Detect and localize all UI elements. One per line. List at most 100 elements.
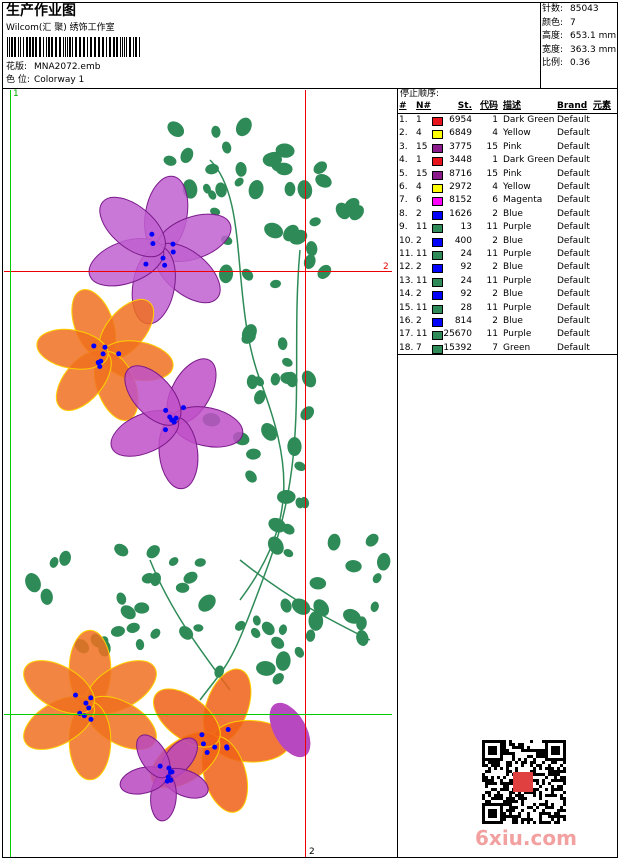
qr-cell — [551, 794, 554, 797]
bar-stripe — [116, 37, 118, 57]
qr-cell — [530, 749, 533, 752]
leaf — [235, 117, 252, 137]
qr-cell — [506, 761, 509, 764]
code: 4 — [492, 182, 498, 192]
bar-stripe — [65, 37, 66, 57]
leaf — [262, 152, 283, 167]
bar-stripe — [63, 37, 64, 57]
qr-cell — [530, 806, 533, 809]
stamen — [116, 351, 122, 357]
bar-stripe — [20, 37, 21, 57]
swatch — [432, 117, 443, 126]
qr-cell — [557, 773, 560, 776]
qr-cell — [533, 794, 536, 797]
qr-cell — [506, 809, 509, 812]
swatch — [432, 184, 443, 193]
qr-cell — [536, 782, 539, 785]
qr-cell — [491, 764, 494, 767]
leaf — [313, 161, 327, 174]
qr-cell — [515, 746, 518, 749]
qr-cell — [551, 770, 554, 773]
description: Dark Green — [503, 115, 555, 125]
bar-stripe — [94, 37, 96, 57]
needle: 11 — [416, 222, 428, 233]
leaf — [252, 615, 261, 626]
qr-cell — [560, 788, 563, 791]
qr-cell — [500, 782, 503, 785]
qr-cell — [491, 782, 494, 785]
leaf — [305, 629, 316, 642]
qr-cell — [560, 794, 563, 797]
leaf — [179, 626, 194, 640]
qr-cell — [497, 761, 500, 764]
leaf — [282, 357, 293, 367]
bar-stripe — [59, 37, 61, 57]
qr-cell — [563, 782, 566, 785]
code: 2 — [492, 235, 498, 246]
qr-cell — [548, 812, 551, 815]
leaf — [116, 592, 127, 605]
qr-cell — [503, 788, 506, 791]
qr-cell — [533, 779, 536, 782]
description: Purple — [503, 275, 532, 286]
leaf — [270, 279, 282, 289]
marker: 1 — [13, 89, 19, 99]
swatch — [432, 277, 443, 287]
stitches: 24 — [460, 275, 472, 286]
column-header: 描述 — [503, 101, 522, 111]
qr-cell — [557, 788, 560, 791]
qr-cell — [563, 761, 566, 764]
qr-cell — [530, 770, 533, 773]
row-number: 12. — [399, 262, 414, 273]
qr-cell — [524, 758, 527, 761]
qr-cell — [485, 782, 488, 785]
code: 2 — [492, 289, 498, 300]
stamen — [77, 710, 83, 716]
stamen — [200, 741, 206, 747]
brand: Default — [557, 262, 590, 273]
column-header: 代码 — [479, 101, 498, 111]
qr-cell — [509, 761, 512, 764]
qr-cell — [500, 794, 503, 797]
description: Blue — [503, 262, 523, 273]
qr-cell — [521, 800, 524, 803]
bar-stripe — [67, 37, 68, 57]
company: Wilcom(汇 聚) 绣饰工作室 — [6, 23, 115, 33]
row-number: 16. — [399, 316, 414, 326]
description: Yellow — [503, 128, 531, 139]
qr-cell — [551, 806, 554, 809]
qr-cell — [539, 767, 542, 770]
table-title: 停止顺序: — [400, 89, 440, 99]
qr-cell — [503, 752, 506, 755]
swatch — [432, 143, 443, 153]
leaf — [241, 324, 257, 342]
description: Pink — [503, 141, 522, 152]
leaf — [126, 622, 140, 633]
qr-cell — [560, 815, 563, 818]
needle: 2 — [416, 235, 422, 246]
label: 花版: — [6, 62, 28, 72]
qr-cell — [494, 794, 497, 797]
qr-cell — [563, 815, 566, 818]
qr-cell — [527, 806, 530, 809]
needle: 2 — [416, 262, 422, 273]
qr-cell — [554, 788, 557, 791]
description: Blue — [503, 316, 523, 326]
qr-cell — [563, 803, 566, 806]
qr-cell — [554, 812, 557, 815]
leaf — [268, 517, 286, 533]
leaf — [272, 673, 284, 685]
qr-cell — [542, 749, 545, 752]
qr-cell — [539, 785, 542, 788]
stamen — [224, 745, 230, 751]
qr-cell — [521, 746, 524, 749]
column-header: 元素 — [593, 101, 612, 111]
leaf — [211, 125, 221, 138]
stamen — [88, 716, 94, 722]
qr-cell — [512, 797, 515, 800]
qr-code — [482, 740, 566, 824]
row-number: 4. — [399, 155, 408, 166]
bar-stripe — [32, 37, 34, 57]
qr-cell — [518, 758, 521, 761]
leaf — [275, 162, 293, 176]
